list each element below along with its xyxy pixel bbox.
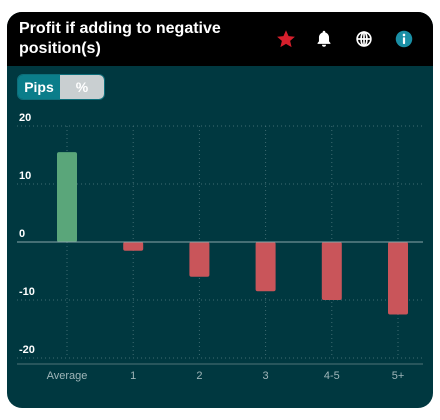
y-tick-label: 0 [19, 228, 25, 240]
toggle-option-pips[interactable]: Pips [18, 75, 60, 99]
x-tick-label: 1 [130, 370, 136, 382]
bar-chart: 20 10 0 -10 -20 Average 1 2 3 4-5 5+ [17, 112, 423, 382]
x-tick-label: 2 [196, 370, 202, 382]
star-icon[interactable] [275, 28, 297, 50]
bar [57, 152, 77, 242]
x-tick-label: 3 [263, 370, 269, 382]
info-icon[interactable] [393, 28, 415, 50]
x-tick-label: 5+ [392, 370, 405, 382]
bar [388, 242, 408, 315]
bell-icon[interactable] [313, 28, 335, 50]
x-tick-label: 4-5 [324, 370, 340, 382]
bar [123, 242, 144, 251]
globe-icon[interactable] [353, 28, 375, 50]
card-header: Profit if adding to negative position(s) [7, 12, 433, 66]
bar [255, 242, 276, 292]
chart-card: Profit if adding to negative position(s)… [7, 12, 433, 408]
toggle-option-percent[interactable]: % [60, 75, 104, 99]
y-tick-label: 10 [19, 170, 31, 182]
x-tick-label: Average [47, 370, 88, 382]
y-tick-label: -20 [19, 344, 35, 356]
bar [189, 242, 210, 277]
page-title: Profit if adding to negative position(s) [19, 20, 221, 57]
bar [321, 242, 342, 300]
y-tick-label: 20 [19, 112, 31, 124]
y-tick-label: -10 [19, 286, 35, 298]
unit-toggle: Pips % [17, 74, 105, 100]
